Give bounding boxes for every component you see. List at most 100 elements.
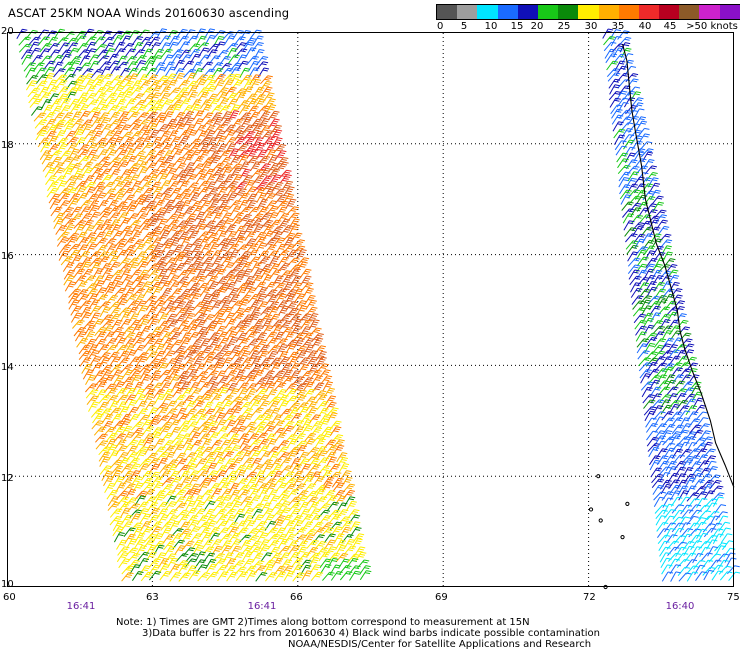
- wind-barb-stroke: [171, 149, 184, 159]
- wind-barb-stroke: [67, 198, 80, 209]
- wind-barb: [60, 156, 74, 166]
- wind-barb-stroke: [183, 168, 196, 179]
- wind-barb: [119, 169, 132, 179]
- wind-barb-stroke: [173, 72, 185, 84]
- wind-barb: [127, 167, 139, 178]
- wind-barb: [51, 54, 64, 65]
- wind-barb-stroke: [203, 130, 216, 141]
- wind-barb-stroke: [110, 176, 124, 186]
- wind-barb: [36, 125, 50, 135]
- wind-barb-stroke: [222, 73, 236, 83]
- wind-barb: [264, 186, 276, 197]
- wind-barb-stroke: [163, 199, 176, 210]
- wind-barb-stroke: [28, 93, 41, 104]
- wind-barb-stroke: [192, 110, 205, 121]
- wind-barb-stroke: [146, 74, 159, 84]
- wind-barb: [142, 93, 156, 104]
- wind-barb-stroke: [162, 155, 175, 166]
- wind-barb: [200, 104, 212, 115]
- wind-barb-stroke: [121, 86, 135, 96]
- wind-barb: [122, 194, 135, 205]
- wind-barb-stroke: [215, 135, 227, 147]
- wind-barb: [170, 143, 182, 154]
- wind-barb: [207, 98, 220, 109]
- wind-barb-stroke: [217, 98, 230, 109]
- wind-barb-stroke: [179, 193, 192, 203]
- wind-barb-stroke: [53, 175, 67, 185]
- wind-barb-stroke: [165, 123, 178, 134]
- wind-barb: [159, 42, 171, 53]
- legend-label-15: 15: [510, 21, 524, 32]
- wind-barb-stroke: [89, 163, 103, 173]
- wind-barb-stroke: [182, 154, 194, 165]
- wind-barb-stroke: [213, 124, 226, 135]
- wind-barb-stroke: [65, 80, 78, 91]
- wind-barb: [232, 125, 246, 135]
- legend-label-5: 5: [460, 21, 468, 32]
- wind-barb-stroke: [249, 74, 261, 85]
- wind-barb-stroke: [180, 200, 192, 211]
- wind-barb: [65, 80, 78, 91]
- wind-barb-stroke: [223, 124, 236, 134]
- wind-barb: [172, 156, 186, 167]
- wind-barb-stroke: [216, 186, 229, 197]
- wind-barb: [39, 43, 52, 53]
- wind-barb-stroke: [104, 98, 117, 109]
- wind-barb-stroke: [114, 106, 128, 116]
- wind-barb: [229, 104, 241, 115]
- wind-barb: [136, 161, 149, 172]
- wind-barb: [125, 106, 138, 117]
- wind-barb: [117, 155, 130, 165]
- wind-barb: [87, 54, 100, 65]
- wind-barb-stroke: [38, 86, 50, 97]
- wind-barb-stroke: [225, 180, 239, 190]
- wind-barb-stroke: [100, 66, 112, 77]
- wind-barb-stroke: [120, 75, 133, 85]
- wind-barb-stroke: [208, 150, 221, 161]
- wind-barb: [77, 144, 90, 154]
- wind-barb-stroke: [149, 181, 162, 192]
- wind-barb-stroke: [37, 36, 50, 46]
- wind-barb-stroke: [176, 174, 188, 185]
- wind-barb-stroke: [222, 79, 234, 90]
- wind-barb-stroke: [116, 205, 129, 216]
- wind-barb: [179, 54, 192, 65]
- wind-barb-stroke: [42, 162, 55, 172]
- wind-barb: [165, 118, 178, 129]
- wind-barb-stroke: [97, 156, 111, 166]
- wind-barb-stroke: [282, 193, 295, 204]
- wind-barb-stroke: [120, 175, 133, 186]
- wind-barb: [116, 161, 129, 171]
- wind-barb: [206, 137, 218, 148]
- wind-barb-stroke: [128, 124, 142, 134]
- wind-barb: [253, 49, 265, 60]
- wind-barb-stroke: [153, 156, 166, 167]
- wind-barb-stroke: [40, 142, 52, 153]
- wind-barb: [213, 73, 226, 84]
- wind-barb: [97, 149, 109, 160]
- wind-barb: [185, 174, 198, 184]
- wind-barb: [248, 111, 260, 122]
- wind-barb-stroke: [47, 135, 59, 146]
- wind-barb-stroke: [243, 136, 256, 146]
- wind-barb: [167, 130, 179, 141]
- wind-barb: [29, 98, 42, 108]
- wind-barb: [119, 124, 131, 135]
- wind-barb-stroke: [36, 125, 50, 135]
- wind-barb-stroke: [45, 124, 58, 135]
- wind-barb-stroke: [144, 155, 157, 165]
- wind-barb-stroke: [34, 67, 47, 78]
- wind-barb-stroke: [55, 37, 69, 47]
- wind-barb: [126, 200, 138, 211]
- wind-barb-stroke: [144, 149, 157, 160]
- wind-barb: [219, 163, 233, 173]
- wind-barb-stroke: [252, 130, 264, 141]
- wind-barb-stroke: [174, 162, 187, 173]
- wind-barb-stroke: [76, 192, 89, 203]
- wind-barb: [262, 181, 275, 192]
- wind-barb-stroke: [120, 181, 133, 192]
- wind-barb: [225, 143, 236, 154]
- wind-barb-stroke: [97, 112, 110, 122]
- wind-barb: [153, 150, 166, 160]
- wind-barb: [159, 130, 171, 141]
